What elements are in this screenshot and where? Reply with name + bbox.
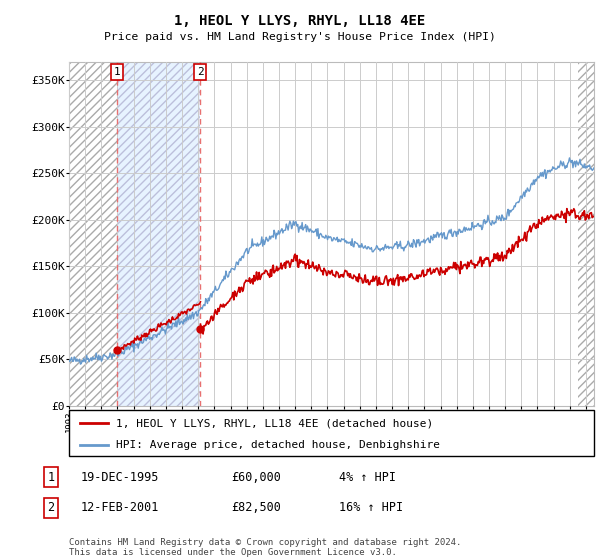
Text: £82,500: £82,500 <box>231 501 281 515</box>
Bar <box>117 62 200 406</box>
Text: 1: 1 <box>47 470 55 484</box>
Bar <box>69 62 117 406</box>
Text: 19-DEC-1995: 19-DEC-1995 <box>81 470 160 484</box>
Text: £60,000: £60,000 <box>231 470 281 484</box>
Text: 16% ↑ HPI: 16% ↑ HPI <box>339 501 403 515</box>
Text: HPI: Average price, detached house, Denbighshire: HPI: Average price, detached house, Denb… <box>116 440 440 450</box>
Bar <box>578 62 594 406</box>
Text: 12-FEB-2001: 12-FEB-2001 <box>81 501 160 515</box>
Text: 1, HEOL Y LLYS, RHYL, LL18 4EE: 1, HEOL Y LLYS, RHYL, LL18 4EE <box>175 14 425 28</box>
Text: 1, HEOL Y LLYS, RHYL, LL18 4EE (detached house): 1, HEOL Y LLYS, RHYL, LL18 4EE (detached… <box>116 418 433 428</box>
Text: 2: 2 <box>47 501 55 515</box>
Text: Price paid vs. HM Land Registry's House Price Index (HPI): Price paid vs. HM Land Registry's House … <box>104 32 496 43</box>
Text: Contains HM Land Registry data © Crown copyright and database right 2024.
This d: Contains HM Land Registry data © Crown c… <box>69 538 461 557</box>
Text: 1: 1 <box>113 67 120 77</box>
Text: 2: 2 <box>197 67 203 77</box>
Text: 4% ↑ HPI: 4% ↑ HPI <box>339 470 396 484</box>
